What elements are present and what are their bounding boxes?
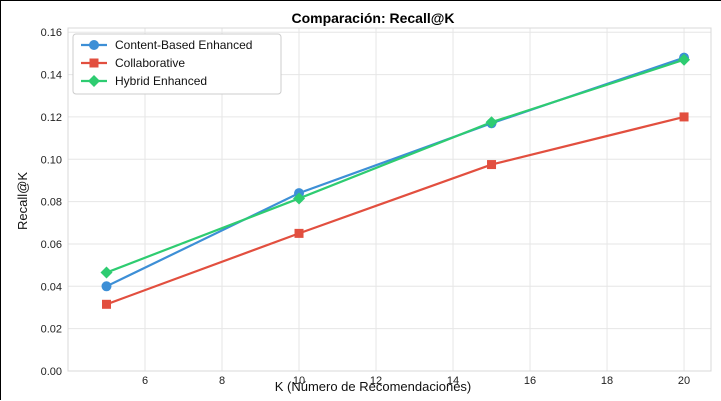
series-marker-square [487, 160, 497, 170]
legend-label: Hybrid Enhanced [115, 74, 207, 88]
y-axis-ticks: 0.00 0.02 0.04 0.06 0.08 0.10 0.12 0.14 0.16 [41, 27, 62, 378]
legend-box [72, 33, 282, 95]
series-marker-square [102, 299, 112, 309]
y-tick-label: 0.08 [41, 197, 62, 209]
y-tick-label: 0.14 [41, 70, 62, 82]
chart-title: Comparación: Recall@K [291, 10, 454, 26]
x-tick-label: 14 [447, 375, 459, 387]
series-marker-circle [89, 40, 99, 50]
x-tick-label: 12 [370, 375, 382, 387]
y-tick-label: 0.12 [41, 112, 62, 124]
series-line-1 [106, 115, 685, 306]
series-marker-diamond [100, 266, 113, 279]
series-marker-diamond [678, 53, 691, 66]
plot-area-border [67, 27, 712, 372]
series-lines [106, 56, 685, 306]
plot-border [67, 27, 712, 372]
y-axis-label: Recall@K [15, 172, 30, 230]
y-tick-label: 0.04 [41, 281, 62, 293]
x-tick-label: 20 [678, 375, 690, 387]
series-line-2 [106, 58, 685, 274]
y-tick-label: 0.16 [41, 27, 62, 39]
x-tick-label: 6 [142, 375, 148, 387]
x-tick-label: 16 [524, 375, 536, 387]
legend-label: Content-Based Enhanced [115, 38, 252, 52]
x-tick-label: 8 [219, 375, 225, 387]
y-tick-label: 0.02 [41, 324, 62, 336]
series-marker-circle [101, 281, 112, 292]
x-tick-label: 18 [601, 375, 613, 387]
x-axis-label: K (Número de Recomendaciones) [275, 379, 472, 394]
series-marker-diamond [293, 192, 306, 205]
y-tick-label: 0.10 [41, 154, 62, 166]
legend: Content-Based Enhanced Collaborative Hybri… [72, 33, 282, 95]
x-axis-ticks: 6 8 10 12 14 16 18 20 [142, 375, 690, 387]
series-marker-diamond [485, 116, 498, 129]
legend-label: Collaborative [115, 56, 185, 70]
series-marker-diamond [88, 75, 100, 87]
y-tick-label: 0.06 [41, 239, 62, 251]
series-marker-square [679, 112, 689, 122]
series-marker-square [294, 228, 304, 238]
y-tick-label: 0.00 [41, 366, 62, 378]
series-marker-square [89, 58, 99, 68]
x-tick-label: 10 [293, 375, 305, 387]
series-markers [100, 52, 691, 309]
